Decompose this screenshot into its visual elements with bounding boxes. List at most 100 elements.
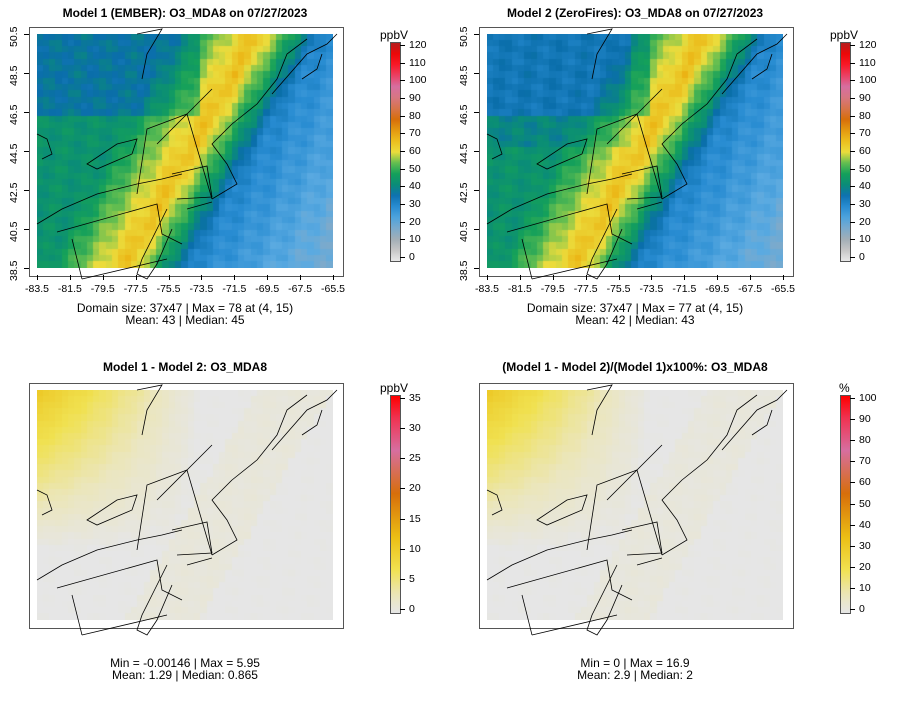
x-tick-mark — [519, 275, 521, 280]
boundary-line — [36, 133, 53, 160]
colorbar-tick-mark — [850, 503, 855, 505]
boundary-line — [156, 113, 213, 200]
colorbar-tick-label: 5 — [409, 572, 415, 585]
x-tick-label: -69.5 — [255, 283, 280, 295]
x-tick-label: -81.5 — [507, 283, 532, 295]
colorbar-tick-mark — [850, 133, 855, 135]
map-panel: Model 1 - Model 2: O3_MDA8 0 5 10 15 20 25 30 35… — [0, 353, 450, 706]
x-tick-mark — [102, 275, 104, 280]
colorbar — [390, 395, 401, 614]
x-tick-mark — [333, 275, 334, 280]
boundary-line — [36, 529, 183, 581]
x-tick-mark — [487, 275, 488, 280]
boundary-line — [56, 203, 183, 245]
y-tick-mark — [24, 268, 29, 269]
x-tick-label: -77.5 — [573, 283, 598, 295]
y-tick-label: 46.5 — [458, 104, 470, 125]
colorbar-tick-mark — [850, 186, 855, 188]
boundary-line — [586, 564, 623, 636]
x-tick-mark — [717, 275, 719, 280]
panel-title: Model 1 (EMBER): O3_MDA8 on 07/27/2023 — [62, 6, 308, 20]
colorbar-unit: ppbV — [380, 28, 409, 42]
colorbar-tick-label: 40 — [859, 180, 871, 193]
boundary-line — [86, 138, 138, 170]
colorbar-tick-label: 20 — [409, 482, 421, 495]
boundary-line — [136, 28, 163, 80]
y-tick-mark — [474, 34, 479, 35]
colorbar-tick-label: 110 — [859, 56, 876, 69]
colorbar-tick-mark — [850, 566, 855, 568]
boundary-line — [486, 173, 633, 225]
colorbar-tick-label: 30 — [409, 198, 421, 210]
x-tick-label: -77.5 — [123, 283, 148, 295]
boundary-line — [531, 614, 618, 636]
colorbar-tick-mark — [400, 257, 405, 258]
x-tick-label: -71.5 — [672, 283, 697, 295]
x-tick-label: -81.5 — [57, 283, 82, 295]
heatmap-grid — [487, 390, 783, 620]
colorbar-tick-label: 80 — [859, 434, 871, 447]
colorbar-tick-mark — [400, 518, 405, 520]
boundary-line — [636, 201, 663, 210]
colorbar-tick-mark — [850, 482, 855, 484]
x-tick-label: -73.5 — [189, 283, 214, 295]
colorbar-tick-label: 30 — [859, 539, 871, 552]
boundary-line — [636, 88, 663, 115]
colorbar-tick-mark — [400, 62, 405, 64]
x-tick-mark — [69, 275, 71, 280]
colorbar-tick-label: 20 — [859, 560, 871, 573]
x-tick-mark — [234, 275, 236, 280]
y-tick-label: 42.5 — [8, 182, 20, 203]
y-tick-mark — [24, 151, 29, 152]
boundary-line — [636, 557, 663, 566]
boundary-line — [271, 33, 338, 95]
state-boundaries — [486, 384, 788, 636]
x-tick-mark — [201, 275, 203, 280]
colorbar-tick-label: 40 — [409, 180, 421, 193]
colorbar-tick-mark — [400, 428, 405, 430]
colorbar-tick-label: 50 — [859, 497, 871, 510]
boundary-line — [36, 489, 53, 516]
colorbar-tick-mark — [850, 80, 855, 82]
boundary-line — [531, 258, 618, 280]
colorbar-tick-mark — [850, 524, 855, 526]
colorbar-tick-mark — [850, 151, 855, 152]
colorbar-tick-mark — [850, 98, 855, 99]
boundary-line — [486, 133, 503, 160]
colorbar-tick-label: 90 — [859, 413, 871, 426]
colorbar-tick-label: 60 — [859, 476, 871, 489]
colorbar-tick-label: 0 — [859, 603, 865, 615]
colorbar-tick-label: 0 — [859, 251, 865, 263]
colorbar-tick-label: 80 — [859, 109, 871, 122]
boundary-line — [186, 88, 213, 115]
panel-stats: Min = 0 | Max = 16.9 Mean: 2.9 | Median: … — [450, 657, 820, 681]
x-tick-mark — [300, 275, 302, 280]
colorbar-tick-mark — [850, 609, 855, 610]
x-tick-mark — [168, 275, 170, 280]
panel-stats: Domain size: 37x47 | Max = 78 at (4, 15)… — [0, 302, 370, 326]
x-tick-mark — [651, 275, 653, 280]
colorbar-tick-mark — [850, 221, 855, 223]
colorbar-tick-label: 70 — [859, 127, 871, 140]
colorbar-tick-mark — [400, 168, 405, 170]
boundary-line — [71, 594, 83, 636]
colorbar-tick-label: 70 — [859, 455, 871, 468]
boundary-line — [136, 564, 173, 636]
x-tick-label: -67.5 — [738, 283, 763, 295]
colorbar-tick-label: 10 — [859, 581, 871, 594]
colorbar-tick-mark — [850, 62, 855, 64]
state-boundaries — [36, 384, 338, 636]
colorbar-tick-label: 10 — [409, 542, 421, 555]
x-tick-label: -75.5 — [156, 283, 181, 295]
y-tick-mark — [24, 190, 29, 191]
x-tick-mark — [552, 275, 554, 280]
colorbar-tick-label: 15 — [409, 512, 421, 525]
stats-line: Mean: 43 | Median: 45 — [125, 313, 245, 327]
y-tick-mark — [474, 190, 479, 191]
x-tick-label: -73.5 — [639, 283, 664, 295]
colorbar-tick-mark — [400, 115, 405, 117]
boundary-line — [136, 469, 188, 551]
boundary-line — [71, 238, 83, 280]
state-boundaries — [36, 28, 338, 280]
colorbar-tick-label: 30 — [859, 198, 871, 210]
